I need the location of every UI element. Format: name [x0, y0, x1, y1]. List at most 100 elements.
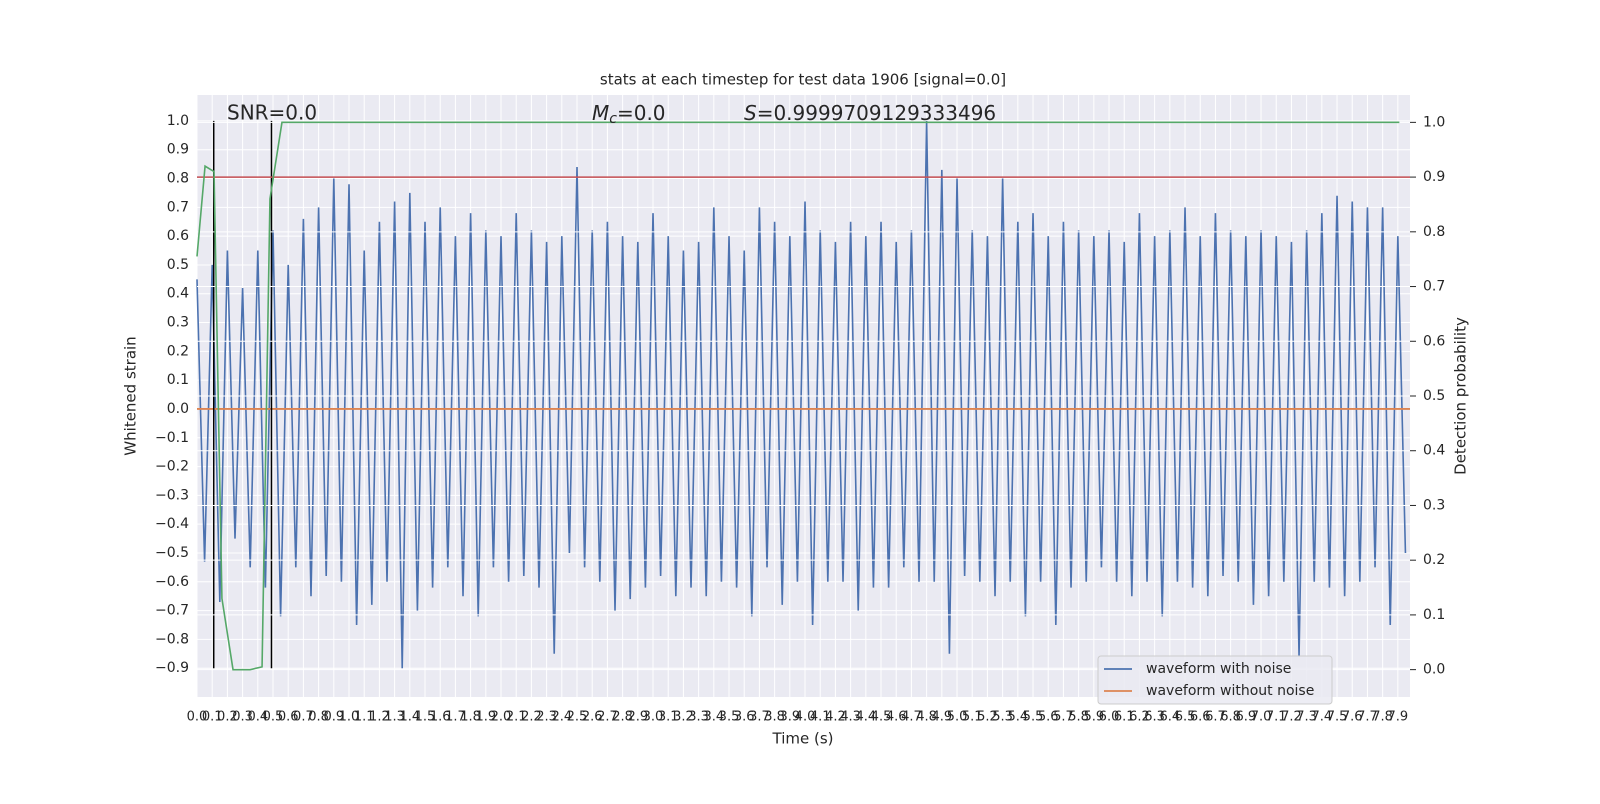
- x-tick-label: 5.9: [1083, 710, 1104, 725]
- y-tick-label: 0.2: [167, 343, 189, 359]
- x-tick-label: 1.9: [475, 710, 496, 725]
- x-tick-label: 1.4: [399, 710, 420, 725]
- x-tick-label: 3.6: [734, 710, 755, 725]
- x-tick-label: 0.7: [293, 710, 314, 725]
- x-tick-label: 1.7: [445, 710, 466, 725]
- x-tick-label: 5.2: [977, 710, 998, 725]
- x-tick-label: 2.9: [627, 710, 648, 725]
- x-tick-label: 7.5: [1327, 710, 1348, 725]
- y2-tick-label: 1.0: [1423, 114, 1445, 130]
- x-tick-label: 4.1: [810, 710, 831, 725]
- x-tick-label: 0.3: [232, 710, 253, 725]
- x-tick-label: 3.9: [779, 710, 800, 725]
- y-tick-label: 0.9: [167, 142, 189, 158]
- y2-tick-label: 0.7: [1423, 279, 1445, 295]
- x-tick-label: 5.5: [1023, 710, 1044, 725]
- legend: waveform with noise waveform without nois…: [1097, 655, 1333, 705]
- y-tick-label: 0.8: [167, 171, 189, 187]
- y-tick-label: −0.9: [155, 660, 189, 676]
- y2-tick-label: 0.6: [1423, 333, 1445, 349]
- x-tick-label: 7.4: [1311, 710, 1332, 725]
- x-tick-label: 1.8: [460, 710, 481, 725]
- y-tick-label: 0.1: [167, 372, 189, 388]
- mc-subscript: c: [609, 111, 617, 127]
- x-tick-label: 5.7: [1053, 710, 1074, 725]
- snr-annotation: SNR=0.0: [227, 101, 317, 125]
- x-tick-label: 7.0: [1251, 710, 1272, 725]
- x-tick-label: 3.4: [703, 710, 724, 725]
- x-tick-label: 3.3: [688, 710, 709, 725]
- y2-tick-label: 0.9: [1423, 169, 1445, 185]
- y2-tick-label: 0.4: [1423, 443, 1445, 459]
- y2-tick-label: 0.5: [1423, 388, 1445, 404]
- y-tick-label: 0.0: [167, 401, 189, 417]
- mc-annotation: Mc=0.0: [592, 101, 666, 128]
- x-tick-label: 6.7: [1205, 710, 1226, 725]
- y-tick-label: −0.5: [155, 545, 189, 561]
- x-tick-label: 7.7: [1357, 710, 1378, 725]
- x-tick-label: 5.4: [1007, 710, 1028, 725]
- x-tick-label: 1.5: [415, 710, 436, 725]
- x-tick-label: 7.1: [1266, 710, 1287, 725]
- y-tick-label: −0.2: [155, 459, 189, 475]
- x-tick-label: 6.6: [1190, 710, 1211, 725]
- x-tick-label: 4.3: [840, 710, 861, 725]
- y-tick-label: −0.6: [155, 574, 189, 590]
- x-tick-label: 4.2: [825, 710, 846, 725]
- x-tick-label: 0.6: [278, 710, 299, 725]
- s-symbol: S: [744, 101, 757, 125]
- legend-box: [1097, 655, 1333, 705]
- x-tick-label: 2.7: [597, 710, 618, 725]
- x-tick-label: 0.4: [247, 710, 268, 725]
- y-tick-label: 0.6: [167, 228, 189, 244]
- y-tick-label: 1.0: [167, 113, 189, 129]
- x-tick-label: 6.8: [1220, 710, 1241, 725]
- x-tick-label: 0.1: [202, 710, 223, 725]
- x-tick-label: 5.0: [947, 710, 968, 725]
- x-tick-label: 6.1: [1114, 710, 1135, 725]
- x-tick-label: 4.9: [931, 710, 952, 725]
- x-axis-label: Time (s): [772, 730, 834, 748]
- x-tick-label: 2.2: [521, 710, 542, 725]
- x-tick-label: 2.5: [567, 710, 588, 725]
- x-tick-label: 0.5: [263, 710, 284, 725]
- y-tick-label: −0.3: [155, 487, 189, 503]
- y-tick-label: −0.4: [155, 516, 189, 532]
- x-tick-label: 2.6: [582, 710, 603, 725]
- x-tick-label: 4.7: [901, 710, 922, 725]
- s-annotation: S=0.9999709129333496: [744, 101, 996, 125]
- x-tick-label: 3.0: [643, 710, 664, 725]
- x-tick-label: 7.2: [1281, 710, 1302, 725]
- s-text: =0.9999709129333496: [757, 101, 996, 125]
- mc-symbol: M: [592, 101, 609, 125]
- legend-label: waveform with noise: [1146, 661, 1291, 677]
- legend-label: waveform without noise: [1146, 683, 1314, 699]
- x-tick-label: 7.3: [1296, 710, 1317, 725]
- detection-line: [196, 121, 1400, 671]
- x-tick-label: 4.6: [886, 710, 907, 725]
- y-tick-label: 0.4: [167, 286, 189, 302]
- x-tick-label: 0.9: [323, 710, 344, 725]
- x-tick-label: 2.3: [536, 710, 557, 725]
- x-tick-label: 0.0: [187, 710, 208, 725]
- chart-title: stats at each timestep for test data 190…: [600, 71, 1006, 89]
- x-tick-label: 7.8: [1372, 710, 1393, 725]
- x-tick-label: 5.3: [992, 710, 1013, 725]
- x-tick-label: 5.8: [1068, 710, 1089, 725]
- x-tick-label: 0.8: [308, 710, 329, 725]
- x-tick-label: 2.4: [551, 710, 572, 725]
- x-tick-label: 6.3: [1144, 710, 1165, 725]
- y2-tick-label: 0.2: [1423, 552, 1445, 568]
- x-tick-label: 6.9: [1235, 710, 1256, 725]
- x-tick-label: 1.0: [339, 710, 360, 725]
- series-line: [196, 120, 1407, 669]
- x-tick-label: 1.2: [369, 710, 390, 725]
- y2-tick-label: 0.0: [1423, 662, 1445, 678]
- x-tick-label: 6.5: [1175, 710, 1196, 725]
- y2-tick-label: 0.1: [1423, 607, 1445, 623]
- x-tick-label: 3.2: [673, 710, 694, 725]
- y2-axis-label: Detection probability: [1452, 317, 1470, 475]
- x-tick-label: 5.1: [962, 710, 983, 725]
- x-tick-label: 0.2: [217, 710, 238, 725]
